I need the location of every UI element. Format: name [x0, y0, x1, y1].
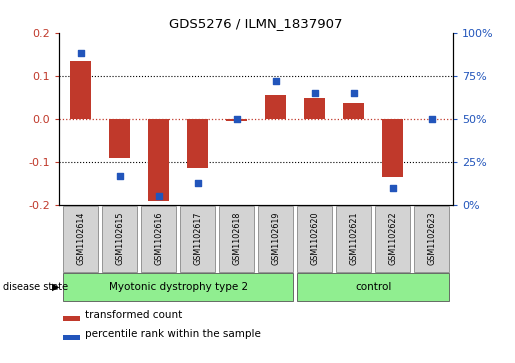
Bar	[187, 119, 209, 168]
Point	[77, 50, 85, 56]
Point	[350, 90, 358, 96]
Text: GSM1102623: GSM1102623	[427, 212, 436, 265]
Bar	[265, 95, 286, 119]
Text: GSM1102619: GSM1102619	[271, 212, 280, 265]
Point	[271, 78, 280, 84]
Text: GSM1102622: GSM1102622	[388, 212, 397, 265]
Bar	[148, 119, 169, 201]
FancyBboxPatch shape	[102, 206, 137, 272]
FancyBboxPatch shape	[63, 273, 293, 301]
Text: Myotonic dystrophy type 2: Myotonic dystrophy type 2	[109, 282, 248, 292]
Text: transformed count: transformed count	[85, 310, 182, 320]
FancyBboxPatch shape	[141, 206, 176, 272]
Bar	[343, 102, 365, 119]
FancyBboxPatch shape	[297, 206, 332, 272]
Text: GSM1102618: GSM1102618	[232, 212, 241, 265]
Point	[115, 173, 124, 179]
Text: GSM1102614: GSM1102614	[76, 212, 85, 265]
FancyBboxPatch shape	[414, 206, 449, 272]
Point	[311, 90, 319, 96]
Point	[427, 116, 436, 122]
Bar	[70, 61, 91, 119]
Bar	[63, 335, 80, 340]
FancyBboxPatch shape	[375, 206, 410, 272]
Text: percentile rank within the sample: percentile rank within the sample	[85, 329, 261, 339]
Text: control: control	[355, 282, 391, 292]
Text: GSM1102616: GSM1102616	[154, 212, 163, 265]
Point	[233, 116, 241, 122]
FancyBboxPatch shape	[258, 206, 293, 272]
Point	[389, 185, 397, 191]
Text: ▶: ▶	[52, 282, 59, 292]
Bar	[226, 119, 247, 121]
Point	[194, 180, 202, 185]
FancyBboxPatch shape	[219, 206, 254, 272]
Text: GSM1102617: GSM1102617	[193, 212, 202, 265]
Point	[154, 193, 163, 199]
Title: GDS5276 / ILMN_1837907: GDS5276 / ILMN_1837907	[169, 17, 343, 30]
Text: disease state: disease state	[3, 282, 67, 292]
FancyBboxPatch shape	[336, 206, 371, 272]
FancyBboxPatch shape	[63, 206, 98, 272]
Text: GSM1102621: GSM1102621	[349, 212, 358, 265]
Bar	[109, 119, 130, 158]
FancyBboxPatch shape	[297, 273, 449, 301]
Text: GSM1102620: GSM1102620	[310, 212, 319, 265]
Bar	[304, 98, 325, 119]
FancyBboxPatch shape	[180, 206, 215, 272]
Bar	[382, 119, 403, 177]
Text: GSM1102615: GSM1102615	[115, 212, 124, 265]
Bar	[63, 316, 80, 321]
